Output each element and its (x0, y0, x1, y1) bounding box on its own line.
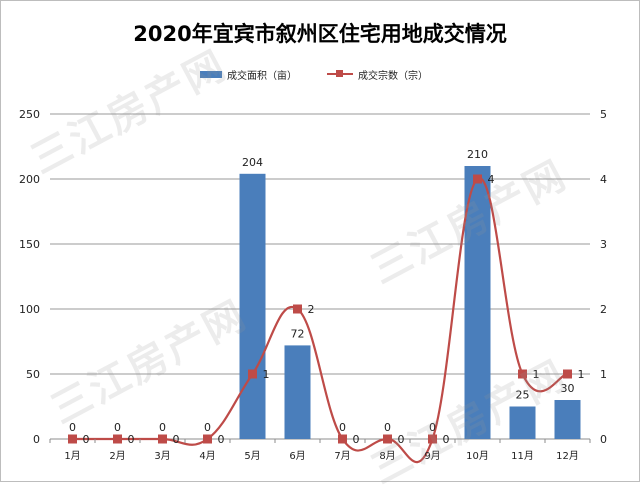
x-tick-label: 10月 (466, 450, 489, 462)
x-tick-label: 5月 (244, 450, 260, 462)
legend-label-count: 成交宗数（宗） (358, 70, 428, 82)
line-data-label: 1 (533, 368, 540, 381)
y-right-tick-label: 1 (600, 368, 607, 381)
y-right-tick-label: 4 (600, 173, 607, 186)
bar (464, 166, 491, 439)
x-tick-label: 11月 (511, 450, 534, 462)
legend-swatch-line (327, 69, 353, 79)
y-right-tick-label: 0 (600, 433, 607, 446)
y-left-tick-label: 100 (19, 303, 40, 316)
chart-title: 2020年宜宾市叙州区住宅用地成交情况 (133, 22, 507, 46)
x-tick-label: 12月 (556, 450, 579, 462)
x-tick-label: 9月 (424, 450, 440, 462)
bar-data-label: 0 (384, 421, 391, 434)
x-tick-label: 6月 (289, 450, 305, 462)
bar (554, 400, 581, 439)
legend-label-area: 成交面积（亩） (227, 70, 297, 82)
line-data-label: 1 (263, 368, 270, 381)
line-data-label: 0 (218, 433, 225, 446)
x-tick-label: 7月 (334, 450, 350, 462)
bar-data-label: 0 (429, 421, 436, 434)
line-point (248, 369, 257, 379)
y-left-tick-label: 250 (19, 108, 40, 121)
y-left-tick-label: 0 (33, 433, 40, 446)
line-point (158, 434, 167, 444)
line-data-label: 0 (83, 433, 90, 446)
y-left-tick-label: 50 (26, 368, 40, 381)
y-left-tick-label: 200 (19, 173, 40, 186)
line-data-label: 0 (128, 433, 135, 446)
bar-layer (239, 166, 581, 440)
bar-data-label: 0 (159, 421, 166, 434)
bar-data-label: 25 (516, 389, 530, 402)
line-data-label: 0 (173, 433, 180, 446)
line-point (383, 434, 392, 444)
line-point (473, 174, 482, 184)
chart-legend: 成交面积（亩） 成交宗数（宗） (200, 66, 428, 82)
y-right-tick-label: 2 (600, 303, 607, 316)
bar (509, 406, 536, 439)
chart-frame (0, 0, 640, 482)
y-left-tick-label: 150 (19, 238, 40, 251)
x-tick-label: 3月 (154, 450, 170, 462)
line-point (563, 369, 572, 379)
x-tick-label: 2月 (109, 450, 125, 462)
line-layer (68, 174, 572, 464)
bar (284, 345, 311, 439)
bar (239, 173, 266, 440)
line-data-label: 1 (578, 368, 585, 381)
bar-data-label: 0 (69, 421, 76, 434)
bar-data-label: 0 (204, 421, 211, 434)
x-tick-label: 8月 (379, 450, 395, 462)
grid-layer (50, 113, 590, 440)
legend-item-count: 成交宗数（宗） (327, 67, 428, 82)
line-point (428, 434, 437, 444)
legend-item-area: 成交面积（亩） (200, 67, 297, 82)
line-point (203, 434, 212, 444)
bar-data-label: 30 (561, 382, 575, 395)
bar-data-label: 204 (242, 156, 263, 169)
line-data-label: 0 (443, 433, 450, 446)
bar-data-label: 210 (467, 148, 488, 161)
line-point (338, 434, 347, 444)
legend-swatch-bar (200, 70, 222, 78)
y-right-tick-label: 5 (600, 108, 607, 121)
series-line (72, 177, 568, 464)
line-data-label: 2 (308, 303, 315, 316)
line-data-label: 4 (488, 173, 495, 186)
y-right-tick-label: 3 (600, 238, 607, 251)
bar-data-label: 0 (339, 421, 346, 434)
bar-data-label: 0 (114, 421, 121, 434)
line-point (293, 304, 302, 314)
bar-data-label: 72 (291, 327, 305, 340)
x-tick-label: 1月 (64, 450, 80, 462)
line-point (68, 434, 77, 444)
line-point (113, 434, 122, 444)
x-tick-label: 4月 (199, 450, 215, 462)
line-data-label: 0 (353, 433, 360, 446)
line-point (518, 369, 527, 379)
line-data-label: 0 (398, 433, 405, 446)
